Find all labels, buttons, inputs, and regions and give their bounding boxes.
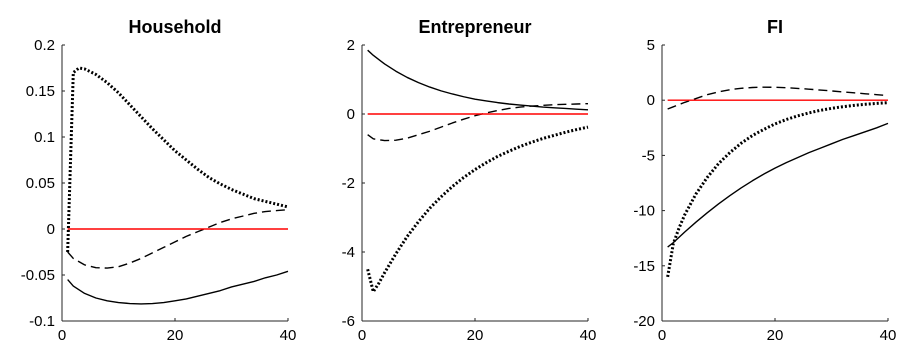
y-tick-label-entrepreneur: -6	[342, 313, 355, 330]
y-tick-label-entrepreneur: 2	[347, 37, 355, 54]
panel-household: Household -0.1 -0.05 0 0.05 0.1 0.15 0.2 0 20 40	[21, 17, 297, 344]
panel-title-fi: FI	[767, 17, 783, 37]
y-tick-label-entrepreneur: -4	[342, 244, 355, 261]
y-tick-label-household: 0.15	[26, 83, 55, 100]
series-line-household-dashed	[67, 208, 289, 269]
series-line-fi-dashed	[667, 86, 889, 110]
y-tick-label-fi: -20	[633, 313, 655, 330]
y-tick-label-entrepreneur: 0	[347, 106, 355, 123]
y-tick-label-fi: -10	[633, 203, 655, 220]
x-tick-label-entrepreneur: 20	[467, 327, 484, 344]
x-tick-label-entrepreneur: 0	[358, 327, 366, 344]
y-tick-label-fi: 0	[647, 92, 655, 109]
series-line-entrepreneur-solid	[367, 49, 589, 111]
y-tick-label-fi: 5	[647, 37, 655, 54]
panel-title-entrepreneur: Entrepreneur	[418, 17, 531, 37]
x-tick-label-household: 40	[280, 327, 297, 344]
x-tick-label-fi: 40	[880, 327, 897, 344]
y-tick-label-household: 0	[47, 221, 55, 238]
x-tick-label-entrepreneur: 40	[580, 327, 597, 344]
x-tick-label-household: 0	[58, 327, 66, 344]
x-tick-label-household: 20	[167, 327, 184, 344]
series-line-fi-dotted	[666, 101, 889, 278]
series-line-household-dotted	[66, 66, 289, 253]
series-line-fi-solid	[667, 122, 889, 248]
x-tick-label-fi: 0	[658, 327, 666, 344]
series-line-household-solid	[67, 270, 289, 305]
panel-fi: FI -20 -15 -10 -5 0 5 0 20 40	[633, 17, 896, 344]
y-tick-label-household: 0.2	[34, 37, 55, 54]
y-tick-label-fi: -5	[642, 147, 655, 164]
x-tick-label-fi: 20	[767, 327, 784, 344]
y-tick-label-entrepreneur: -2	[342, 175, 355, 192]
series-line-entrepreneur-dashed	[367, 102, 589, 142]
y-tick-label-household: 0.1	[34, 129, 55, 146]
y-tick-label-fi: -15	[633, 258, 655, 275]
y-tick-label-household: -0.05	[21, 267, 55, 284]
series-line-entrepreneur-dotted	[366, 125, 589, 294]
panel-title-household: Household	[129, 17, 222, 37]
y-tick-label-household: 0.05	[26, 175, 55, 192]
y-tick-label-household: -0.1	[29, 313, 55, 330]
